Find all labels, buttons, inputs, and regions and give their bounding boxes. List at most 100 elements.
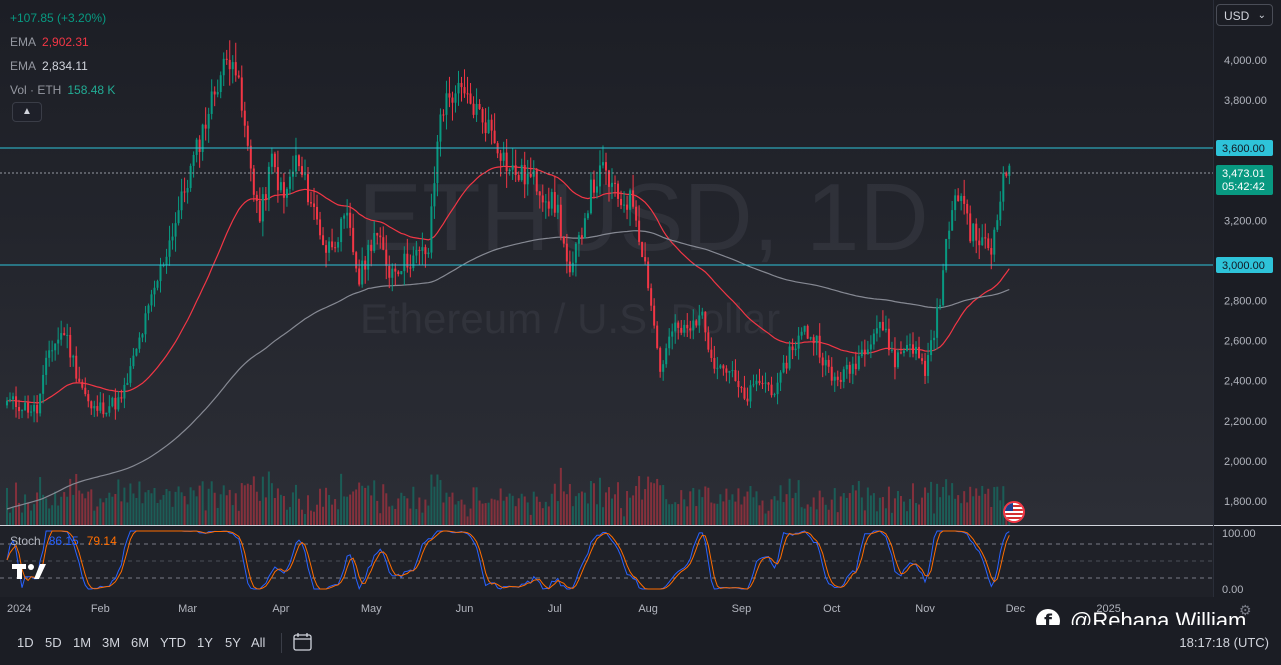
candle-body: [502, 152, 505, 161]
currency-selector[interactable]: USD ⌄: [1216, 4, 1273, 26]
price-tick-label: 2,000.00: [1224, 456, 1267, 468]
volume-bar: [313, 511, 316, 525]
collapse-legend-button[interactable]: ▲: [12, 102, 42, 122]
stochastic-oscillator: [0, 530, 1213, 591]
timeframe-1m-button[interactable]: 1M: [73, 635, 92, 650]
candle-body: [222, 58, 225, 76]
candle-body: [656, 325, 659, 349]
volume-bar: [469, 508, 472, 525]
candle-body: [909, 344, 911, 346]
candle-body: [385, 249, 388, 266]
volume-bar: [376, 500, 379, 525]
timeframe-5y-button[interactable]: 5Y: [225, 635, 241, 650]
volume-bar: [204, 510, 207, 525]
timeframe-all-button[interactable]: All: [251, 635, 266, 650]
volume-bar: [565, 494, 568, 525]
tradingview-logo-icon[interactable]: [12, 562, 46, 585]
volume-bar: [821, 497, 824, 525]
time-tick-label: Mar: [178, 603, 197, 615]
volume-bar: [231, 505, 234, 525]
candle-body: [319, 219, 322, 236]
candle-body: [39, 393, 42, 414]
candle-body: [270, 153, 273, 167]
candle-body: [644, 257, 647, 262]
candle-body: [881, 321, 884, 331]
candle-body: [924, 360, 927, 376]
volume-bar: [123, 487, 126, 525]
volume-bar: [246, 483, 249, 525]
candle-body: [839, 379, 842, 382]
timeframe-6m-button[interactable]: 6M: [131, 635, 150, 650]
time-axis[interactable]: 2024 Feb Mar Apr May Jun Jul Aug Sep Oct Nov Dec 202…: [7, 603, 1121, 615]
candle-body: [680, 327, 683, 333]
candle-body: [996, 220, 999, 230]
utc-clock[interactable]: 18:17:18 (UTC): [1179, 635, 1269, 650]
candle-body: [526, 173, 529, 185]
candle-body: [180, 191, 183, 211]
ema-slow-label[interactable]: EMA: [10, 59, 37, 73]
candle-body: [821, 357, 824, 366]
candle-body: [565, 243, 568, 262]
candle-body: [595, 186, 598, 193]
candle-body: [1002, 173, 1005, 202]
time-tick-label: 2025: [1096, 603, 1120, 615]
stoch-label[interactable]: Stoch: [10, 534, 41, 548]
timeframe-1d-button[interactable]: 1D: [17, 635, 34, 650]
candle-body: [430, 206, 433, 253]
volume-bar: [114, 493, 117, 525]
candle-body: [824, 359, 827, 366]
volume-bar: [641, 499, 644, 525]
gear-icon[interactable]: ⚙: [1239, 602, 1252, 618]
candle-body: [373, 233, 376, 252]
volume-bar: [930, 481, 933, 525]
volume-bar: [186, 504, 189, 525]
candle-body: [183, 191, 186, 193]
candle-body: [517, 175, 520, 181]
candle-body: [325, 245, 328, 253]
candle-body: [322, 235, 325, 246]
candle-body: [508, 169, 511, 172]
timeframe-5d-button[interactable]: 5D: [45, 635, 62, 650]
candles: [6, 40, 1011, 423]
candle-body: [460, 82, 463, 88]
candle-body: [132, 355, 135, 367]
candle-body: [204, 124, 207, 129]
volume-label[interactable]: Vol · ETH: [10, 83, 62, 97]
volume-bar: [69, 478, 72, 525]
candle-body: [583, 218, 586, 239]
price-badges: 3,600.00 3,473.01 05:42:42 3,000.00: [1216, 140, 1273, 273]
volume-bar: [42, 494, 45, 525]
volume-bar: [951, 483, 954, 525]
volume-bar: [806, 504, 809, 525]
price-axis[interactable]: 4,000.00 3,800.00 3,200.00 2,800.00 2,600.00…: [1224, 55, 1267, 508]
volume-bar: [511, 495, 514, 525]
candle-body: [848, 364, 851, 374]
calendar-icon[interactable]: [292, 632, 314, 652]
candle-body: [972, 223, 975, 242]
candle-body: [189, 165, 192, 189]
volume-bar: [331, 504, 334, 525]
volume-bar: [523, 496, 526, 525]
volume-bar: [505, 496, 508, 525]
price-tick-label: 3,200.00: [1224, 215, 1267, 227]
ema-fast-label[interactable]: EMA: [10, 35, 37, 49]
volume-bar: [544, 501, 547, 525]
candle-body: [352, 227, 355, 253]
candle-body: [195, 139, 198, 155]
volume-bar: [135, 497, 138, 525]
candle-body: [394, 268, 397, 272]
ema-slow-line: [6, 230, 1010, 510]
volume-bar: [942, 486, 945, 525]
volume-bar: [463, 504, 466, 525]
candle-body: [138, 337, 141, 349]
timeframe-3m-button[interactable]: 3M: [102, 635, 121, 650]
volume-bar: [319, 488, 322, 525]
us-flag-icon[interactable]: [1003, 501, 1025, 523]
candle-body: [662, 364, 665, 372]
timeframe-1y-button[interactable]: 1Y: [197, 635, 213, 650]
candle-body: [493, 130, 496, 144]
timeframe-ytd-button[interactable]: YTD: [160, 635, 186, 650]
volume-bar: [692, 487, 695, 525]
